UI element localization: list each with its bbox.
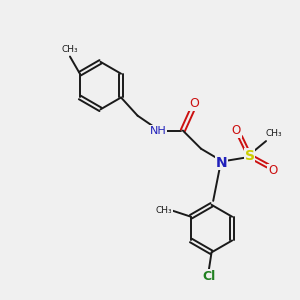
Text: CH₃: CH₃ — [156, 206, 172, 215]
Text: O: O — [268, 164, 277, 177]
Text: CH₃: CH₃ — [266, 129, 283, 138]
Text: N: N — [216, 155, 227, 170]
Text: S: S — [244, 149, 254, 163]
Text: NH: NH — [150, 125, 166, 136]
Text: O: O — [232, 124, 241, 137]
Text: CH₃: CH₃ — [62, 45, 78, 54]
Text: O: O — [189, 97, 199, 110]
Text: Cl: Cl — [202, 270, 215, 283]
